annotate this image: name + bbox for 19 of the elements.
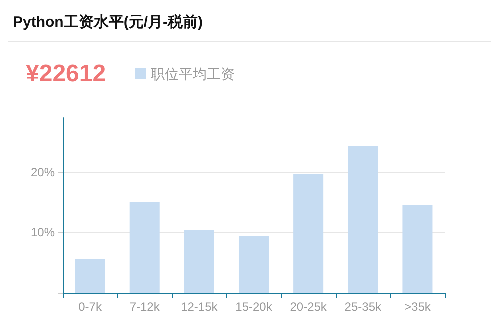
bar (130, 202, 160, 293)
x-tick-label: 15-20k (236, 300, 274, 314)
y-tick-label: 10% (30, 226, 56, 240)
x-tick-label: 7-12k (130, 300, 161, 314)
x-tick-label: 25-35k (344, 300, 382, 314)
bar (348, 146, 378, 293)
bar (402, 206, 433, 293)
x-tick-label: 0-7k (78, 300, 103, 314)
bar (238, 236, 270, 293)
y-tick-label: 20% (30, 165, 56, 180)
x-tick-label: 20-25k (290, 300, 328, 314)
x-tick-label: 12-15k (181, 300, 219, 314)
text: ¥22612 (26, 60, 106, 88)
legend-label: 职位平均工资 (151, 66, 235, 82)
chart-title: Python工资水平(元/月-税前) (13, 14, 203, 31)
bar (75, 259, 106, 293)
x-tick-label: >35k (404, 300, 432, 314)
bar (184, 230, 214, 293)
bar (294, 174, 324, 293)
